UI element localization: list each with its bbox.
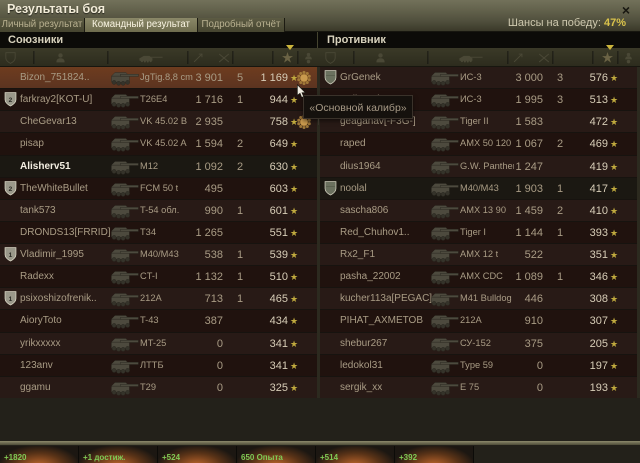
svg-text:2: 2 — [9, 97, 13, 104]
svg-text:1: 1 — [9, 252, 13, 259]
svg-text:1: 1 — [9, 296, 13, 303]
svg-text:2: 2 — [9, 186, 13, 193]
